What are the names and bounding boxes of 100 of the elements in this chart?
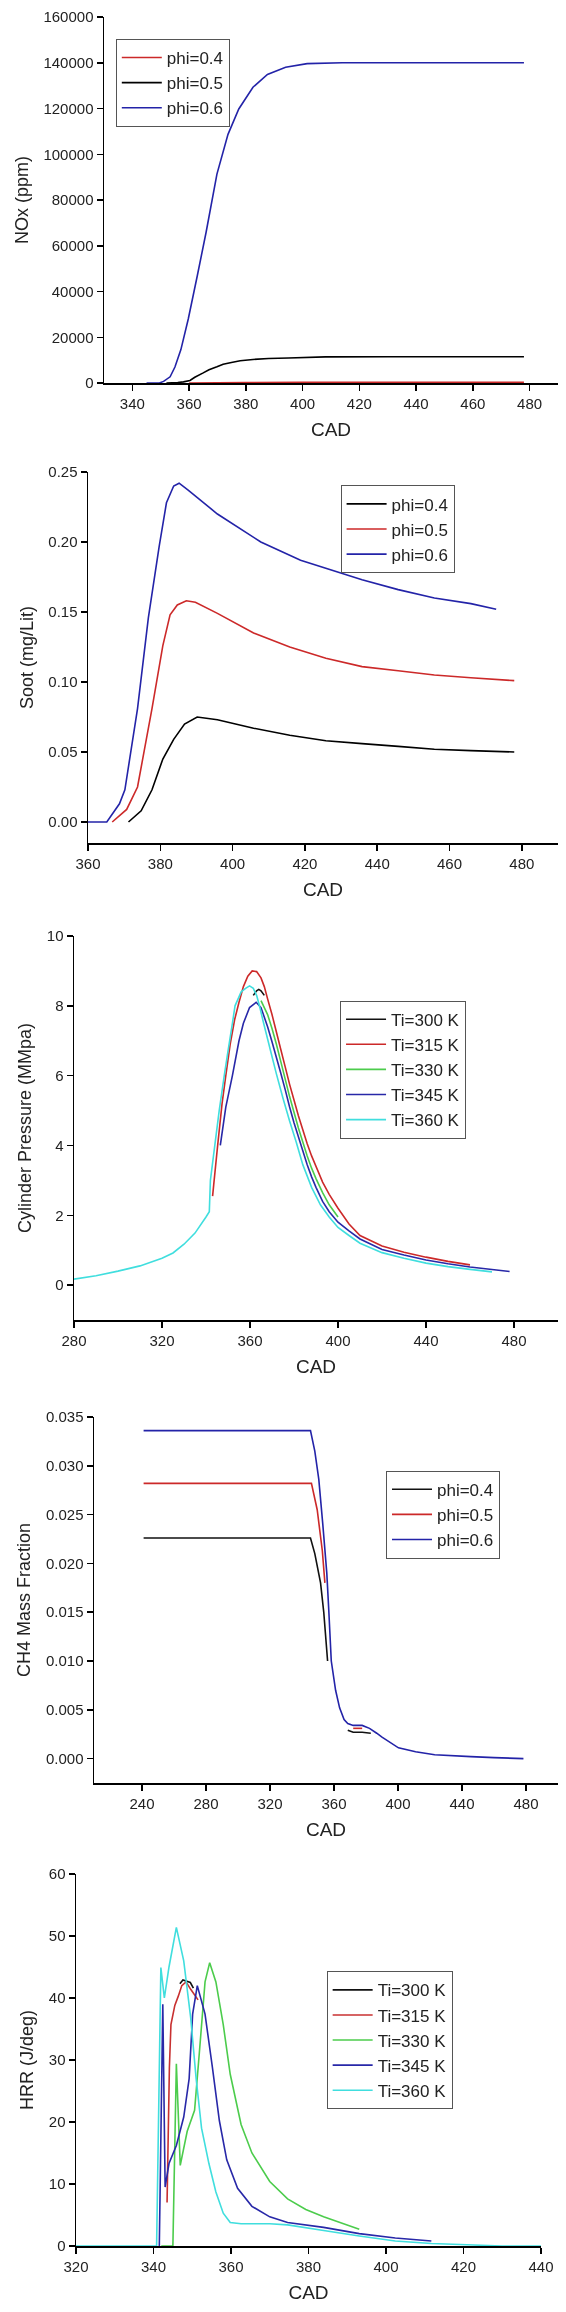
x-tick-label: 480 bbox=[509, 854, 535, 872]
x-tick-label: 320 bbox=[149, 1331, 175, 1349]
y-axis-title: CH4 Mass Fraction bbox=[14, 1522, 35, 1678]
x-tick-label: 360 bbox=[237, 1331, 263, 1349]
y-tick-label: 2 bbox=[55, 1206, 64, 1224]
x-tick-label: 440 bbox=[449, 1794, 475, 1812]
x-tick-label: 340 bbox=[140, 2257, 167, 2275]
y-tick-label: 8 bbox=[55, 997, 64, 1015]
legend-label: phi=0.6 bbox=[166, 99, 224, 119]
x-tick-label: 360 bbox=[218, 2257, 244, 2275]
y-tick-label: 120000 bbox=[43, 99, 94, 117]
legend-label: phi=0.5 bbox=[166, 74, 224, 94]
y-tick-label: 60 bbox=[48, 1865, 66, 1883]
legend-label: phi=0.4 bbox=[166, 49, 224, 69]
y-axis-title: HRR (J/deg) bbox=[17, 2009, 38, 2111]
legend-label: Ti=345 K bbox=[391, 1086, 460, 1106]
x-tick-label: 280 bbox=[61, 1331, 87, 1349]
legend-label: Ti=345 K bbox=[377, 2056, 447, 2076]
y-tick-label: 0.000 bbox=[45, 1749, 84, 1767]
x-tick-label: 420 bbox=[292, 854, 318, 872]
x-tick-label: 440 bbox=[364, 854, 390, 872]
x-tick-label: 360 bbox=[321, 1794, 347, 1812]
x-tick-label: 400 bbox=[325, 1331, 351, 1349]
legend-label: Ti=315 K bbox=[377, 2006, 447, 2026]
y-axis-title: NOx (ppm) bbox=[11, 155, 32, 245]
y-tick-label: 0.010 bbox=[45, 1652, 84, 1670]
x-tick-label: 440 bbox=[403, 394, 429, 412]
x-axis-title: CAD bbox=[302, 879, 344, 901]
x-tick-label: 380 bbox=[295, 2257, 322, 2275]
y-tick-label: 0.20 bbox=[48, 533, 78, 551]
y-tick-label: 0.025 bbox=[45, 1505, 84, 1523]
x-axis-title: CAD bbox=[295, 1356, 337, 1378]
x-tick-label: 440 bbox=[528, 2257, 554, 2275]
y-tick-label: 0.035 bbox=[45, 1408, 84, 1426]
y-tick-label: 10 bbox=[48, 2175, 66, 2193]
y-tick-label: 30 bbox=[48, 2051, 66, 2069]
legend-label: phi=0.6 bbox=[391, 545, 448, 565]
x-axis-title: CAD bbox=[310, 419, 352, 441]
y-tick-label: 0 bbox=[55, 1276, 64, 1294]
legend-label: phi=0.4 bbox=[437, 1480, 494, 1500]
x-axis-title: CAD bbox=[305, 1819, 347, 1841]
legend-label: Ti=360 K bbox=[377, 2081, 447, 2101]
y-tick-label: 0.25 bbox=[48, 463, 78, 481]
y-tick-label: 20 bbox=[48, 2113, 66, 2131]
x-tick-label: 480 bbox=[501, 1331, 527, 1349]
y-tick-label: 0.05 bbox=[48, 743, 78, 761]
x-tick-label: 380 bbox=[233, 394, 259, 412]
x-tick-label: 360 bbox=[75, 854, 101, 872]
y-tick-label: 4 bbox=[55, 1136, 64, 1154]
y-tick-label: 40000 bbox=[51, 282, 94, 300]
x-tick-label: 480 bbox=[517, 394, 543, 412]
x-tick-label: 480 bbox=[513, 1794, 539, 1812]
x-tick-label: 400 bbox=[290, 394, 316, 412]
y-tick-label: 50 bbox=[48, 1927, 66, 1945]
y-tick-label: 0.005 bbox=[45, 1701, 84, 1719]
y-tick-label: 6 bbox=[55, 1066, 64, 1084]
y-tick-label: 80000 bbox=[51, 191, 94, 209]
y-tick-label: 10 bbox=[46, 927, 64, 945]
y-tick-label: 0.020 bbox=[45, 1554, 84, 1572]
x-tick-label: 320 bbox=[257, 1794, 283, 1812]
legend-label: phi=0.5 bbox=[437, 1506, 494, 1525]
x-tick-label: 440 bbox=[413, 1331, 439, 1349]
y-tick-label: 0.15 bbox=[48, 603, 78, 621]
x-tick-label: 420 bbox=[450, 2257, 477, 2275]
legend-label: Ti=315 K bbox=[391, 1035, 460, 1055]
legend-label: phi=0.6 bbox=[437, 1531, 494, 1551]
y-tick-label: 0 bbox=[85, 374, 94, 392]
legend-label: phi=0.4 bbox=[391, 495, 448, 515]
x-tick-label: 460 bbox=[460, 394, 486, 412]
x-tick-label: 320 bbox=[63, 2257, 89, 2275]
x-axis-title: CAD bbox=[288, 2282, 329, 2304]
x-tick-label: 240 bbox=[129, 1794, 155, 1812]
y-tick-label: 40 bbox=[48, 1989, 66, 2007]
y-tick-label: 20000 bbox=[51, 328, 94, 346]
legend-label: Ti=330 K bbox=[377, 2031, 447, 2051]
x-tick-label: 380 bbox=[147, 854, 173, 872]
y-tick-label: 0.015 bbox=[45, 1603, 84, 1621]
y-tick-label: 0.10 bbox=[48, 673, 78, 691]
x-tick-label: 280 bbox=[193, 1794, 219, 1812]
x-tick-label: 420 bbox=[346, 394, 372, 412]
y-tick-label: 160000 bbox=[43, 8, 94, 26]
y-tick-label: 60000 bbox=[51, 237, 94, 254]
x-tick-label: 460 bbox=[437, 854, 463, 872]
y-tick-label: 0.00 bbox=[48, 813, 78, 831]
legend-label: Ti=300 K bbox=[391, 1010, 460, 1030]
y-tick-label: 0 bbox=[57, 2237, 66, 2255]
y-axis-title: Soot (mg/Lit) bbox=[16, 605, 37, 710]
legend-label: Ti=330 K bbox=[391, 1061, 460, 1081]
x-tick-label: 400 bbox=[373, 2257, 399, 2275]
x-tick-label: 400 bbox=[220, 854, 246, 872]
y-tick-label: 100000 bbox=[43, 145, 94, 163]
legend-label: phi=0.5 bbox=[391, 520, 448, 540]
legend-label: Ti=360 K bbox=[391, 1111, 460, 1131]
legend-label: Ti=300 K bbox=[377, 1981, 447, 2001]
x-tick-label: 400 bbox=[385, 1794, 411, 1812]
y-tick-label: 0.030 bbox=[45, 1457, 84, 1475]
y-axis-title: Cylinder Pressure (MMpa) bbox=[15, 1022, 36, 1234]
y-tick-label: 140000 bbox=[43, 54, 94, 71]
x-tick-label: 360 bbox=[176, 394, 202, 412]
x-tick-label: 340 bbox=[119, 394, 145, 412]
